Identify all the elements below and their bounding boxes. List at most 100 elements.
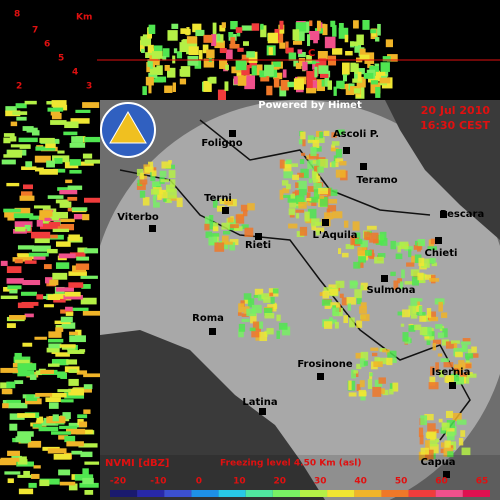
- echo-cell: [34, 336, 47, 340]
- echo-cell: [222, 231, 231, 235]
- echo-cell: [45, 397, 61, 403]
- echo-cell: [382, 349, 390, 353]
- echo-cell: [312, 171, 317, 179]
- echo-cell: [438, 301, 443, 312]
- echo-cell: [243, 293, 252, 303]
- echo-cell: [307, 160, 313, 170]
- echo-cell: [33, 205, 51, 209]
- echo-cell: [359, 380, 365, 388]
- legend-title: NVMI [dBZ]: [105, 458, 169, 469]
- echo-cell: [47, 363, 60, 367]
- echo-cell: [17, 459, 28, 465]
- echo-cell: [307, 208, 317, 219]
- echo-cell: [59, 344, 76, 348]
- echo-cell: [250, 313, 257, 324]
- echo-cell: [244, 299, 250, 304]
- echo-cell: [343, 220, 349, 228]
- echo-cell: [350, 41, 359, 47]
- echo-cell: [331, 141, 340, 146]
- echo-cell: [378, 377, 386, 384]
- echo-cell: [83, 373, 101, 378]
- echo-cell: [60, 316, 73, 323]
- echo-cell: [378, 357, 389, 365]
- echo-cell: [176, 197, 183, 208]
- echo-cell: [355, 352, 364, 359]
- echo-cell: [276, 330, 281, 339]
- echo-cell: [430, 437, 436, 441]
- echo-cell: [1, 159, 16, 165]
- echo-cell: [352, 78, 363, 83]
- echo-cell: [167, 30, 178, 41]
- echo-cell: [14, 226, 26, 232]
- color-swatch: [164, 490, 192, 497]
- echo-cell: [84, 461, 100, 465]
- echo-cell: [453, 368, 461, 375]
- echo-cell: [47, 294, 61, 301]
- echo-cell: [152, 195, 157, 203]
- echo-cell: [78, 443, 98, 448]
- echo-cell: [17, 413, 36, 418]
- echo-cell: [219, 48, 227, 54]
- echo-cell: [57, 371, 66, 378]
- echo-cell: [268, 47, 273, 56]
- echo-cell: [39, 223, 58, 230]
- echo-cell: [15, 103, 27, 109]
- city-marker: [360, 163, 367, 170]
- echo-cell: [410, 297, 418, 307]
- echo-cell: [445, 341, 456, 349]
- echo-cell: [374, 379, 383, 388]
- echo-cell: [291, 163, 299, 168]
- echo-cell: [68, 483, 78, 491]
- echo-cell: [68, 378, 79, 386]
- color-swatch: [354, 490, 382, 497]
- echo-cell: [82, 153, 93, 159]
- echo-cell: [40, 369, 54, 375]
- echo-cell: [78, 421, 88, 428]
- scale-label: -10: [150, 477, 166, 487]
- echo-cell: [58, 218, 75, 223]
- echo-cell: [48, 402, 59, 409]
- echo-cell: [294, 190, 300, 196]
- echo-cell: [139, 190, 146, 198]
- echo-cell: [339, 161, 347, 166]
- echo-cell: [192, 23, 202, 33]
- echo-cell: [53, 298, 66, 303]
- echo-cell: [264, 313, 275, 319]
- echo-cell: [358, 389, 366, 397]
- echo-cell: [298, 139, 304, 145]
- echo-cell: [148, 24, 156, 34]
- echo-cell: [288, 52, 297, 61]
- echo-cell: [136, 182, 146, 190]
- echo-cell: [298, 188, 307, 196]
- echo-cell: [300, 168, 309, 179]
- echo-cell: [151, 51, 163, 59]
- echo-cell: [290, 193, 296, 199]
- echo-cell: [350, 235, 356, 246]
- echo-cell: [57, 389, 71, 393]
- echo-cell: [359, 54, 370, 60]
- echo-cell: [66, 359, 78, 365]
- echo-cell: [165, 184, 175, 192]
- echo-cell: [39, 479, 50, 487]
- city-marker: [440, 211, 447, 218]
- echo-cell: [316, 79, 326, 92]
- echo-cell: [33, 465, 41, 469]
- altitude-label: 2: [16, 82, 22, 92]
- echo-cell: [432, 343, 437, 351]
- echo-cell: [167, 188, 177, 199]
- echo-cell: [82, 102, 100, 108]
- color-swatch: [191, 490, 219, 497]
- echo-cell: [302, 61, 308, 71]
- color-swatch: [272, 490, 300, 497]
- echo-cell: [285, 47, 294, 54]
- echo-cell: [52, 228, 70, 233]
- echo-cell: [59, 481, 76, 486]
- echo-cell: [283, 171, 293, 179]
- echo-cell: [33, 256, 46, 260]
- echo-cell: [370, 347, 379, 351]
- echo-cell: [287, 195, 297, 203]
- echo-cell: [283, 164, 292, 172]
- echo-cell: [142, 86, 147, 96]
- echo-cell: [453, 364, 462, 370]
- echo-cell: [279, 86, 287, 97]
